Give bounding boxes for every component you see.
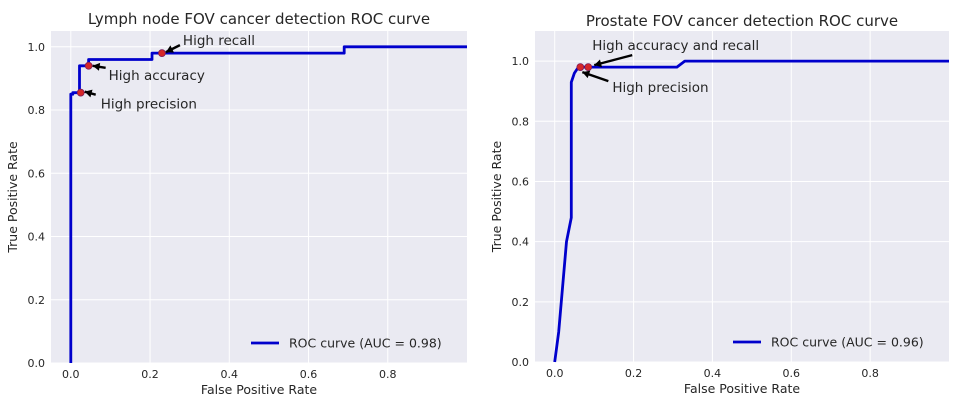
x-axis-label: False Positive Rate xyxy=(684,381,800,396)
y-axis-label: True Positive Rate xyxy=(5,141,20,254)
annotation-arrowhead xyxy=(92,62,101,71)
plot-area xyxy=(535,31,949,362)
operating-point-marker xyxy=(76,88,85,97)
x-tick-label: 0.6 xyxy=(783,367,801,380)
y-tick-label: 1.0 xyxy=(28,41,46,54)
legend: ROC curve (AUC = 0.98) xyxy=(251,336,442,351)
y-tick-label: 0.8 xyxy=(512,115,530,128)
x-tick-label: 0.0 xyxy=(62,368,80,381)
y-tick-label: 0.2 xyxy=(28,294,46,307)
lymph-node-roc-chart: High precision High accuracy High recall 0… xyxy=(5,10,467,397)
y-tick-label: 0.8 xyxy=(28,104,46,117)
x-axis-label: False Positive Rate xyxy=(201,382,317,397)
x-tick-label: 0.0 xyxy=(546,367,564,380)
annotation-label: High precision xyxy=(612,80,708,96)
legend-label: ROC curve (AUC = 0.98) xyxy=(289,336,442,351)
grid-lines xyxy=(535,31,949,363)
annotations-layer: High accuracy and recall High precision xyxy=(581,38,759,96)
series-layer xyxy=(553,59,949,363)
chart-title: Lymph node FOV cancer detection ROC curv… xyxy=(88,10,430,28)
x-tick-label: 0.6 xyxy=(300,368,318,381)
markers-layer xyxy=(76,49,166,97)
annotation-label: High accuracy and recall xyxy=(592,38,759,54)
plot-area xyxy=(51,31,467,363)
y-axis-label: True Positive Rate xyxy=(489,141,504,254)
annotation-label: High recall xyxy=(183,33,255,49)
prostate-roc-chart: High accuracy and recall High precision 0… xyxy=(489,12,949,396)
x-tick-label: 0.2 xyxy=(625,367,643,380)
y-tick-label: 0.6 xyxy=(512,175,530,188)
annotation-arrowhead xyxy=(84,89,93,98)
annotation-label: High accuracy xyxy=(109,68,205,84)
y-tick-label: 1.0 xyxy=(512,55,530,68)
annotations-layer: High precision High accuracy High recall xyxy=(84,33,255,113)
roc-curve-line xyxy=(553,59,949,363)
y-tick-label: 0.0 xyxy=(512,356,530,369)
annotation-arrowhead xyxy=(594,59,603,68)
x-tick-label: 0.4 xyxy=(221,368,239,381)
y-tick-label: 0.6 xyxy=(28,167,46,180)
ticks-layer: 0.0 0.2 0.4 0.6 0.8 0.0 0.2 0.4 0.6 0.8 1.0 xyxy=(28,41,397,381)
ticks-layer: 0.0 0.2 0.4 0.6 0.8 0.0 0.2 0.4 0.6 0.8 1.0 xyxy=(512,55,879,380)
x-tick-label: 0.2 xyxy=(141,368,159,381)
annotation-arrowhead xyxy=(165,45,174,53)
y-tick-label: 0.0 xyxy=(28,357,46,370)
annotation-arrowhead xyxy=(582,70,591,79)
operating-point-marker xyxy=(584,63,593,72)
x-tick-label: 0.8 xyxy=(861,367,879,380)
legend-label: ROC curve (AUC = 0.96) xyxy=(771,335,924,350)
operating-point-marker xyxy=(158,49,166,58)
x-tick-label: 0.8 xyxy=(379,368,397,381)
y-tick-label: 0.4 xyxy=(28,231,46,244)
operating-point-marker xyxy=(576,63,585,72)
legend: ROC curve (AUC = 0.96) xyxy=(733,335,924,350)
y-tick-label: 0.4 xyxy=(512,236,530,249)
operating-point-marker xyxy=(84,61,93,70)
x-tick-label: 0.4 xyxy=(704,367,722,380)
annotation-label: High precision xyxy=(101,97,197,113)
chart-title: Prostate FOV cancer detection ROC curve xyxy=(586,12,898,30)
markers-layer xyxy=(576,63,593,72)
y-tick-label: 0.2 xyxy=(512,296,530,309)
